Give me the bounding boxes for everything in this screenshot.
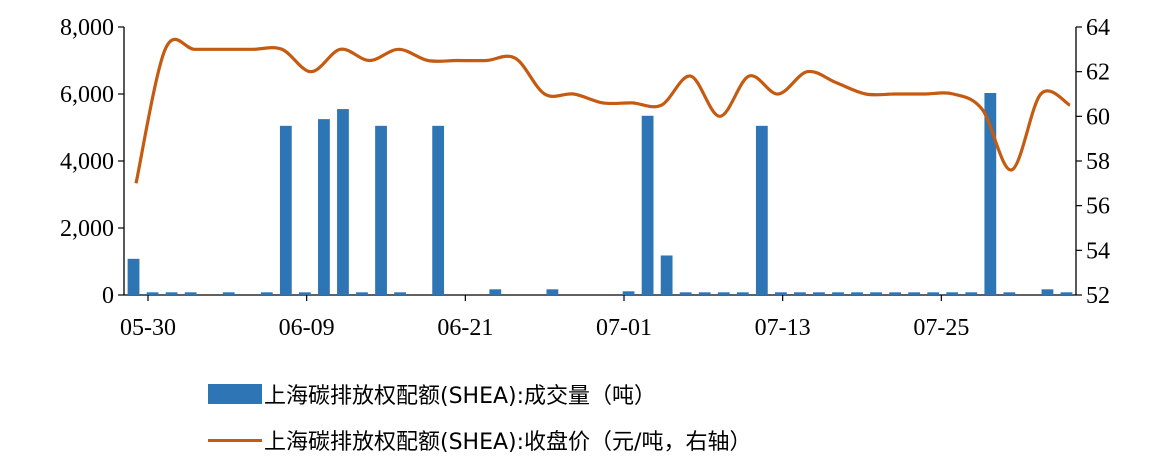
bar [927,292,940,295]
legend-swatch-bar [208,384,262,404]
bar [717,292,730,295]
bar [832,292,844,295]
bar [851,292,863,295]
bar [1060,292,1073,295]
y-left-tick-label: 6,000 [60,82,114,108]
bar [337,109,349,295]
bar [679,292,692,295]
bar [889,292,902,295]
x-tick-label: 07-13 [755,315,811,341]
bar [546,289,559,295]
y-right-tick-label: 54 [1086,238,1110,264]
bar [984,93,997,295]
y-left-tick-label: 2,000 [60,216,114,242]
y-right-tick-label: 56 [1086,194,1110,220]
x-tick-label: 06-21 [437,315,493,341]
bar [356,292,368,295]
bar [794,292,806,295]
bar [298,292,311,295]
chart-plot: 0 2,000 4,000 6,000 8,000 52 54 56 58 60 62 64 05-30… [60,15,1110,341]
bar [774,292,787,295]
y-left-tick-label: 0 [102,283,114,309]
bar [279,125,292,295]
y-right-tick-label: 62 [1086,60,1110,86]
bar [698,292,711,295]
y-left-tick-label: 8,000 [60,15,114,41]
x-tick-label: 07-01 [596,315,652,341]
bar [489,289,502,295]
bar [260,292,273,295]
bar [946,292,959,295]
bar [965,292,978,295]
bar [394,292,406,295]
bar [127,258,140,295]
x-tick-label: 07-25 [913,315,969,341]
y-left-tick-label: 4,000 [60,149,114,175]
y-right-tick-label: 52 [1086,283,1110,309]
bar [1003,292,1016,295]
bar [1041,289,1054,295]
bar [318,119,330,296]
y-right-tick-label: 64 [1086,15,1110,41]
legend-item-volume: 上海碳排放权配额(SHEA):成交量（吨） [208,378,656,410]
bar [870,292,882,295]
bar [755,125,768,295]
bar [146,292,159,295]
bar [184,292,197,295]
legend-label-volume: 上海碳排放权配额(SHEA):成交量（吨） [264,384,657,409]
bar [660,255,673,295]
bar [641,115,654,295]
bar [222,292,235,295]
x-tick-label: 06-09 [279,315,335,341]
x-tick-label: 05-30 [120,315,176,341]
bar [165,292,178,295]
legend-swatch-line [208,438,262,442]
bar [908,292,921,295]
price-line [134,37,1071,184]
bar [622,291,635,295]
bar [736,292,749,295]
bar [432,125,445,295]
bar [813,292,825,295]
legend-item-price: 上海碳排放权配额(SHEA):收盘价（元/吨，右轴） [208,424,751,456]
y-right-tick-label: 60 [1086,104,1110,130]
legend-label-price: 上海碳排放权配额(SHEA):收盘价（元/吨，右轴） [264,430,752,455]
bar [375,125,387,295]
y-right-tick-label: 58 [1086,149,1110,175]
